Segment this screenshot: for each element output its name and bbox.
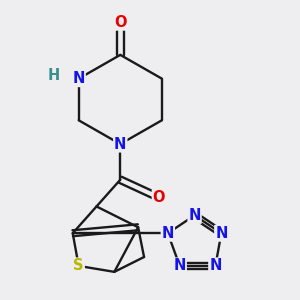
- Text: O: O: [153, 190, 165, 205]
- Text: S: S: [74, 258, 84, 273]
- Text: O: O: [114, 15, 127, 30]
- Text: N: N: [215, 226, 227, 241]
- Text: N: N: [209, 258, 222, 273]
- Text: N: N: [162, 226, 174, 241]
- Text: N: N: [173, 258, 186, 273]
- Text: H: H: [47, 68, 59, 83]
- Text: N: N: [188, 208, 201, 223]
- Text: N: N: [73, 71, 85, 86]
- Text: N: N: [114, 136, 127, 152]
